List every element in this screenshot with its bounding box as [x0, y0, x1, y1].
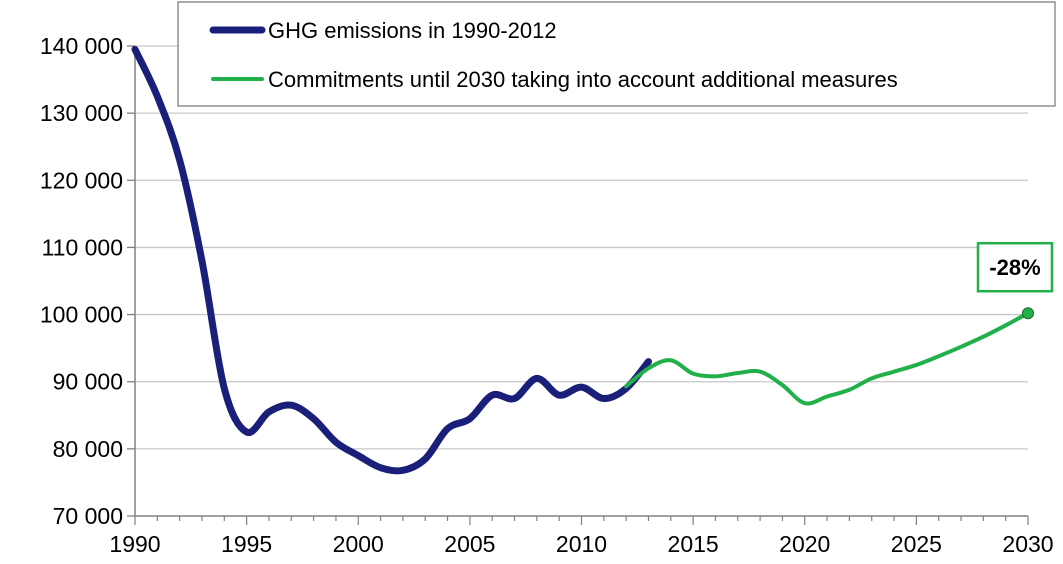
commitments-line	[624, 311, 1030, 406]
legend-label-commitments-line: Commitments until 2030 taking into accou…	[268, 67, 898, 92]
series-lines	[131, 45, 1030, 475]
y-tick-label: 100 000	[40, 302, 123, 328]
y-tick-label: 90 000	[53, 369, 123, 395]
x-tick-label: 2025	[891, 531, 942, 557]
x-tick-label: 2005	[444, 531, 495, 557]
legend-label-ghg-emissions-line: GHG emissions in 1990-2012	[268, 18, 557, 43]
x-tick-label: 1990	[109, 531, 160, 557]
legend-box	[177, 1, 1056, 107]
ghg-emissions-line	[131, 45, 652, 475]
axis-ticks: 70 000 80 000 90 000 100 000 110 000 120 000 1…	[40, 33, 1054, 557]
x-tick-label: 2030	[1002, 531, 1053, 557]
annotation-label: -28%	[989, 255, 1040, 280]
axes	[134, 46, 1028, 517]
x-tick-label: 1995	[221, 531, 272, 557]
annotation-box	[976, 241, 1054, 293]
y-tick-label: 130 000	[40, 100, 123, 126]
y-tick-label: 80 000	[53, 436, 123, 462]
legend: GHG emissions in 1990-2012 Commitments un…	[177, 1, 1056, 107]
x-tick-label: 2000	[333, 531, 384, 557]
endpoint-marker	[1022, 307, 1034, 320]
x-tick-label: 2010	[556, 531, 607, 557]
x-tick-label: 2015	[668, 531, 719, 557]
y-tick-label: 140 000	[40, 33, 123, 59]
y-tick-label: 120 000	[40, 167, 123, 193]
y-tick-label: 70 000	[53, 503, 123, 529]
y-tick-label: 110 000	[42, 234, 123, 260]
x-tick-label: 2020	[779, 531, 830, 557]
annotations: -28%	[976, 241, 1054, 320]
